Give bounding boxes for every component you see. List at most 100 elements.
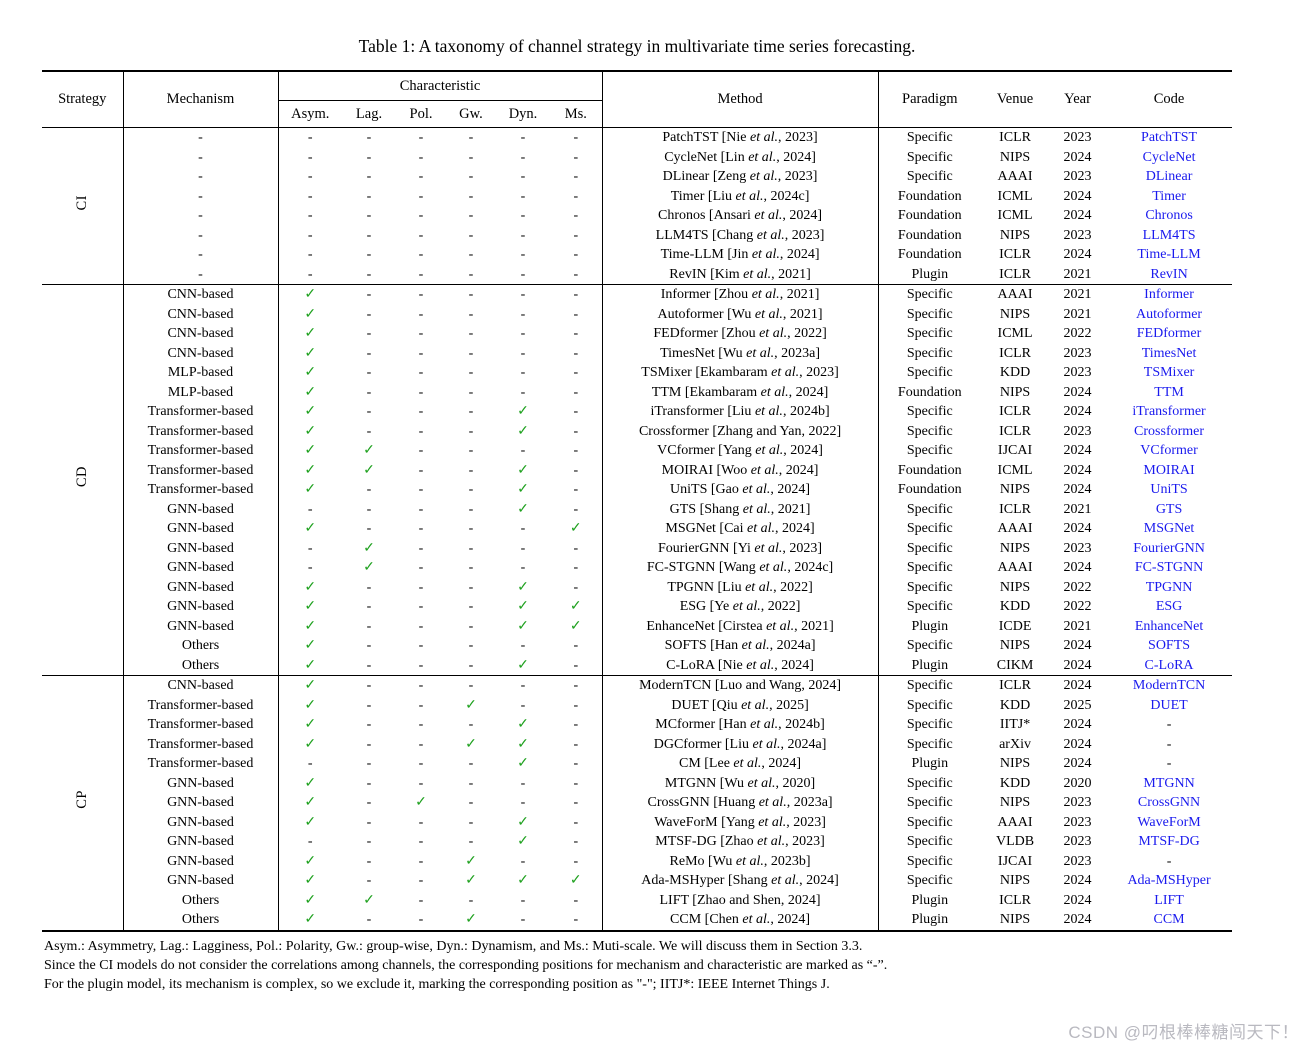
venue-value: NIPS: [999, 756, 1031, 771]
char-mark-lag: -: [366, 618, 372, 634]
code-link[interactable]: DUET: [1150, 697, 1188, 713]
char-mark-gw: -: [468, 149, 474, 165]
venue-value: NIPS: [999, 227, 1031, 243]
year-value: 2021: [1063, 306, 1092, 322]
code-link[interactable]: TimesNet: [1141, 345, 1197, 361]
method-name: CrossGNN [Huang et al., 2023a]: [602, 793, 879, 813]
table-row: Others ✓ ✓ - - - - LIFT [Zhao and Shen, 2024] Pl…: [42, 890, 1232, 910]
char-mark-ms: -: [550, 421, 603, 441]
code-link[interactable]: FEDformer: [1136, 326, 1202, 341]
mechanism-value: -: [123, 167, 279, 187]
char-mark-gw: -: [468, 384, 474, 400]
char-mark-dyn: -: [520, 149, 526, 165]
col-subheader-pol: Pol.: [396, 100, 446, 128]
year-value: 2025: [1063, 697, 1092, 713]
year-value: 2023: [1063, 130, 1092, 145]
code-link[interactable]: MTSF-DG: [1138, 834, 1200, 849]
code-link[interactable]: LLM4TS: [1142, 227, 1196, 243]
paradigm-value: Specific: [906, 326, 953, 341]
char-mark-gw: -: [468, 657, 474, 673]
code-link[interactable]: CrossGNN: [1137, 795, 1201, 810]
venue-value: ICLR: [999, 247, 1031, 262]
code-link[interactable]: iTransformer: [1132, 404, 1206, 419]
code-link[interactable]: FourierGNN: [1133, 540, 1205, 556]
code-link[interactable]: SOFTS: [1148, 638, 1191, 653]
char-mark-pol: -: [418, 560, 424, 575]
char-mark-lag: -: [366, 501, 372, 517]
paradigm-value: Specific: [906, 775, 953, 791]
code-value: -: [1166, 756, 1172, 771]
char-mark-asym: ✓: [304, 795, 317, 810]
year-value: 2023: [1063, 169, 1092, 184]
code-link[interactable]: ModernTCN: [1106, 675, 1233, 696]
char-mark-ms: -: [550, 715, 603, 735]
paradigm-value: Specific: [906, 423, 953, 439]
code-link[interactable]: TPGNN: [1145, 579, 1193, 595]
char-mark-ms: -: [550, 284, 603, 305]
code-link[interactable]: UniTS: [1150, 482, 1188, 497]
year-value: 2022: [1063, 599, 1092, 614]
char-mark-dyn: -: [520, 443, 526, 458]
char-mark-gw: -: [468, 756, 474, 771]
code-link[interactable]: Chronos: [1145, 208, 1193, 223]
code-link[interactable]: CycleNet: [1142, 149, 1196, 165]
venue-value: ICLR: [999, 404, 1031, 419]
code-link[interactable]: RevIN: [1150, 266, 1188, 282]
code-link[interactable]: MOIRAI: [1143, 462, 1195, 478]
char-mark-gw: -: [468, 618, 474, 634]
code-link[interactable]: Ada-MSHyper: [1127, 873, 1211, 888]
footnote-plugin-note: For the plugin model, its mechanism is c…: [44, 977, 830, 993]
char-mark-dyn: -: [520, 306, 526, 322]
char-mark-lag: -: [366, 227, 372, 243]
year-value: 2022: [1063, 579, 1092, 595]
code-link[interactable]: TSMixer: [1143, 365, 1195, 380]
code-link[interactable]: LIFT: [1154, 892, 1184, 908]
venue-value: NIPS: [999, 638, 1031, 653]
mechanism-value: CNN-based: [123, 304, 279, 324]
char-mark-pol: -: [418, 697, 424, 713]
char-mark-asym: ✓: [304, 638, 317, 653]
mechanism-value: GNN-based: [123, 558, 279, 578]
mechanism-value: GNN-based: [123, 851, 279, 871]
year-value: 2024: [1063, 384, 1092, 400]
code-link[interactable]: FC-STGNN: [1134, 560, 1204, 575]
mechanism-value: GNN-based: [123, 538, 279, 558]
code-link[interactable]: CCM: [1153, 912, 1185, 927]
char-mark-asym: ✓: [304, 717, 317, 732]
method-name: SOFTS [Han et al., 2024a]: [602, 636, 879, 656]
char-mark-pol: -: [418, 306, 424, 322]
char-mark-asym: -: [307, 169, 313, 184]
paradigm-value: Specific: [906, 834, 953, 849]
code-link[interactable]: Autoformer: [1136, 306, 1203, 322]
char-mark-dyn: -: [520, 188, 526, 204]
venue-value: IITJ*: [999, 717, 1031, 732]
char-mark-lag: -: [366, 873, 372, 888]
paradigm-value: Specific: [906, 697, 953, 713]
code-link[interactable]: ESG: [1155, 599, 1183, 614]
code-link[interactable]: EnhanceNet: [1134, 618, 1204, 634]
code-link[interactable]: C-LoRA: [1144, 657, 1194, 673]
char-mark-lag: -: [366, 404, 372, 419]
char-mark-lag: -: [366, 521, 372, 536]
code-link[interactable]: GTS: [1155, 501, 1183, 517]
venue-value: NIPS: [999, 540, 1031, 556]
paradigm-value: Specific: [906, 169, 953, 184]
code-link[interactable]: DLinear: [1145, 169, 1193, 184]
char-mark-asym: -: [307, 227, 313, 243]
code-link[interactable]: MSGNet: [1143, 521, 1195, 536]
char-mark-lag: -: [366, 599, 372, 614]
code-link[interactable]: MTGNN: [1143, 775, 1195, 791]
code-link[interactable]: WaveForM: [1137, 814, 1201, 830]
char-mark-lag: -: [366, 208, 372, 223]
char-mark-lag: -: [366, 717, 372, 732]
char-mark-dyn: -: [520, 892, 526, 908]
code-link[interactable]: PatchTST: [1141, 130, 1198, 145]
code-link[interactable]: Timer: [1152, 188, 1186, 204]
code-link[interactable]: VCformer: [1140, 443, 1198, 458]
code-link[interactable]: Informer: [1106, 284, 1233, 305]
mechanism-value: -: [123, 264, 279, 285]
code-link[interactable]: Time-LLM: [1137, 247, 1201, 262]
code-link[interactable]: TTM: [1154, 384, 1184, 400]
venue-value: NIPS: [999, 306, 1031, 322]
code-link[interactable]: Crossformer: [1134, 423, 1205, 439]
